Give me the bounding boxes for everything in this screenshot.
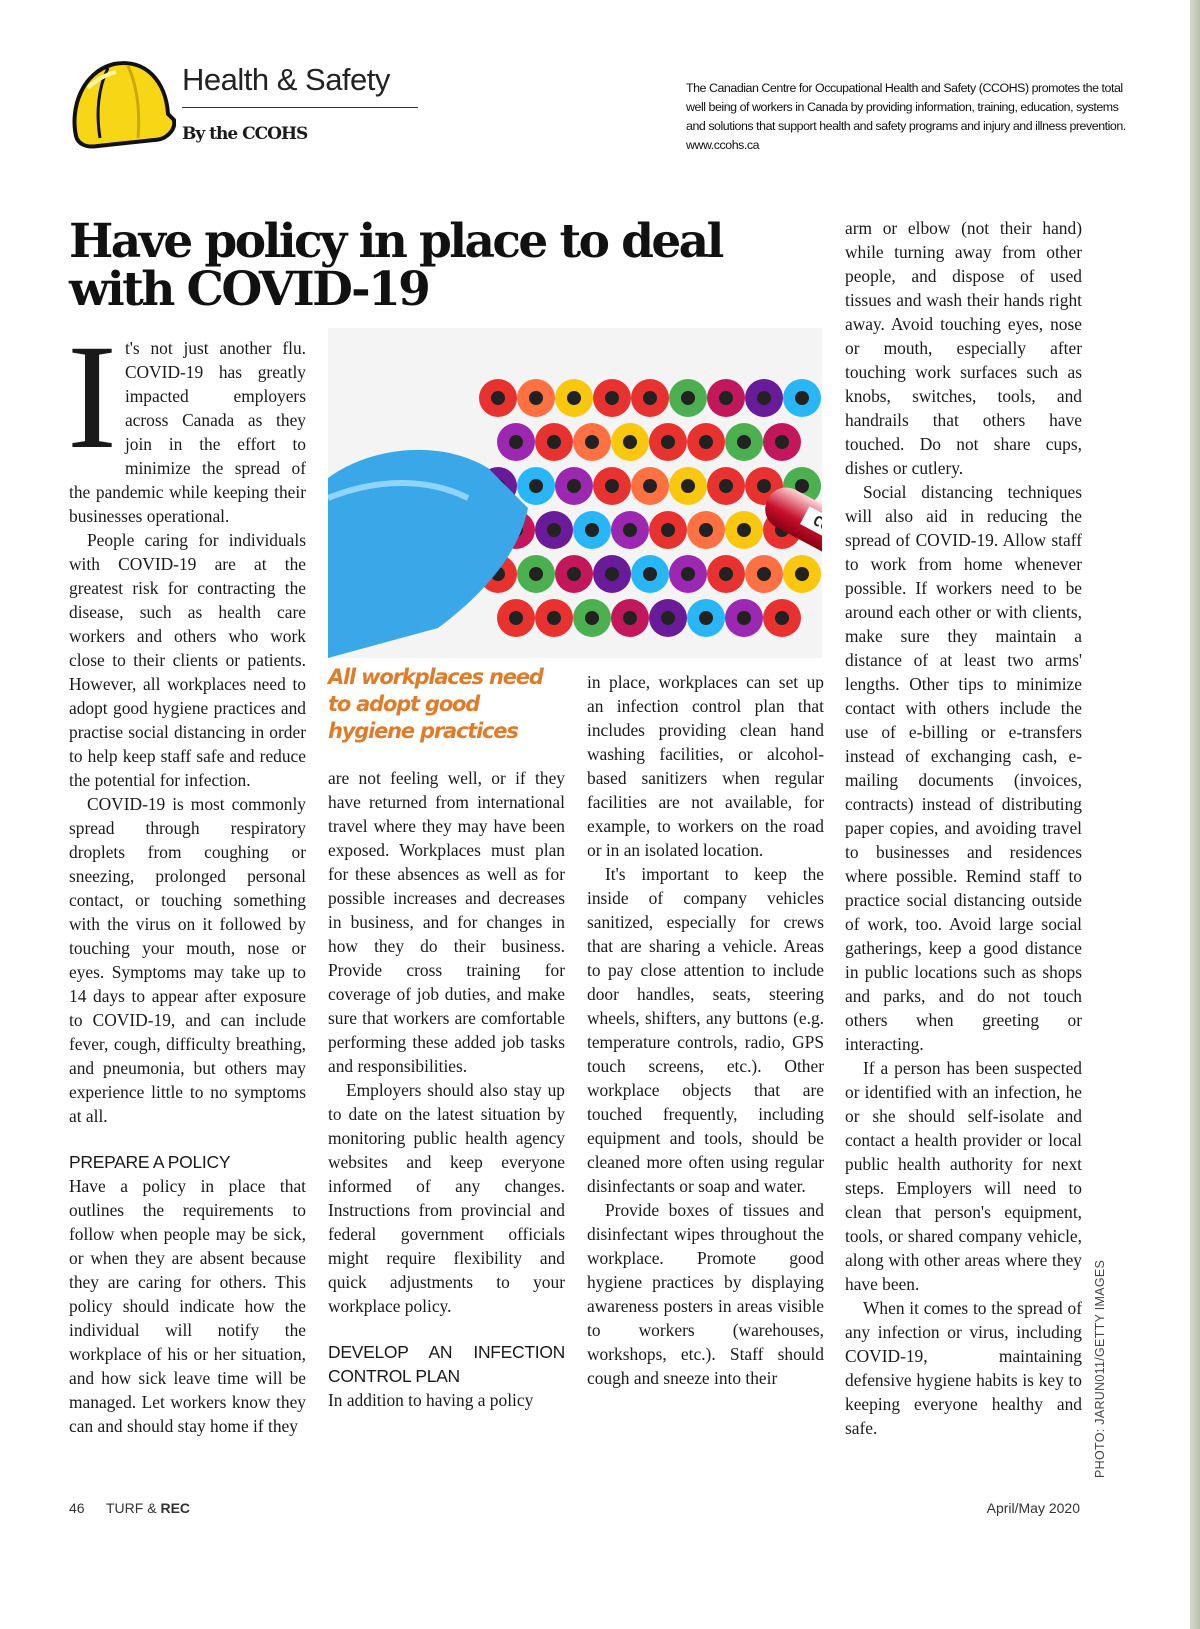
tube-cap-hole [681, 391, 695, 405]
paragraph: in place, workplaces can set up an infec… [587, 672, 824, 860]
tube-cap-hole [623, 611, 637, 625]
drop-cap: I [67, 314, 117, 480]
tube-cap-hole [795, 391, 809, 405]
tube-cap-hole [643, 479, 657, 493]
article-column-3: in place, workplaces can set up an infec… [587, 670, 824, 1390]
section-title: Health & Safety [182, 62, 390, 97]
tube-cap-hole [775, 435, 789, 449]
hard-hat-icon [72, 61, 176, 149]
tube-cap-hole [737, 523, 751, 537]
tube-cap-hole [661, 611, 675, 625]
tube-cap-hole [699, 611, 713, 625]
byline: By the CCOHS [182, 124, 308, 144]
tube-cap-hole [719, 479, 733, 493]
tube-cap-hole [567, 391, 581, 405]
magazine-name-a: TURF & [106, 1500, 161, 1516]
paragraph: Have a policy in place that outlines the… [69, 1176, 306, 1436]
subheading-infection-control: DEVELOP AN INFECTION CONTROL PLAN [328, 1342, 565, 1386]
article-column-1: I t's not just another flu. COVID-19 has… [67, 314, 306, 1438]
tube-cap-hole [547, 435, 561, 449]
tube-cap-hole [547, 523, 561, 537]
tube-cap-hole [605, 391, 619, 405]
photo-caption: All workplaces need to adopt good hygien… [328, 665, 544, 743]
tube-cap-hole [643, 391, 657, 405]
tube-cap-hole [699, 523, 713, 537]
photo-credit: PHOTO: JARUN011/GETTY IMAGES [1093, 1259, 1107, 1478]
magazine-name-b: REC [160, 1500, 191, 1516]
tube-cap-hole [795, 567, 809, 581]
paragraph: COVID-19 is most commonly spread through… [69, 794, 306, 1126]
tube-cap-hole [567, 479, 581, 493]
tube-cap-hole [737, 611, 751, 625]
tube-cap-hole [775, 611, 789, 625]
tube-cap-hole [757, 567, 771, 581]
tube-cap-hole [605, 479, 619, 493]
paragraph: arm or elbow (not their hand) while turn… [845, 218, 1082, 478]
tube-cap-hole [757, 391, 771, 405]
paragraph: People caring for individuals with COVID… [69, 530, 306, 790]
tube-cap-hole [529, 479, 543, 493]
magazine-name: TURF & REC [106, 1500, 190, 1516]
article-column-4: arm or elbow (not their hand) while turn… [845, 216, 1082, 1440]
tube-cap-hole [623, 523, 637, 537]
subheading-prepare-policy: PREPARE A POLICY [69, 1152, 231, 1172]
divider [182, 107, 418, 108]
tube-cap-hole [719, 391, 733, 405]
tube-cap-hole [605, 567, 619, 581]
tube-cap-hole [643, 567, 657, 581]
tube-cap-hole [623, 435, 637, 449]
paragraph: When it comes to the spread of any infec… [845, 1298, 1082, 1438]
paragraph: Social distancing techniques will also a… [845, 482, 1082, 1054]
headline: Have policy in place to deal with COVID-… [69, 214, 724, 317]
tube-cap-hole [699, 435, 713, 449]
tube-cap-hole [567, 567, 581, 581]
paragraph: It's important to keep the inside of com… [587, 864, 824, 1196]
paragraph: Provide boxes of tissues and disinfectan… [587, 1200, 824, 1388]
tube-cap-hole [585, 523, 599, 537]
tube-cap-hole [719, 567, 733, 581]
tube-cap-hole [757, 479, 771, 493]
about-text: The Canadian Centre for Occupational Hea… [686, 81, 1126, 133]
issue-date: April/May 2020 [986, 1500, 1080, 1516]
tube-cap-hole [585, 611, 599, 625]
tube-cap-hole [585, 435, 599, 449]
tube-cap-hole [681, 479, 695, 493]
article-column-2: are not feeling well, or if they have re… [328, 766, 565, 1412]
tube-cap-hole [529, 567, 543, 581]
page-number: 46 [69, 1500, 85, 1516]
tube-cap-hole [509, 435, 523, 449]
tube-cap-hole [491, 391, 505, 405]
tube-cap-hole [681, 567, 695, 581]
about-ccohs: The Canadian Centre for Occupational Hea… [686, 79, 1126, 155]
tube-cap-hole [737, 435, 751, 449]
tube-cap-hole [661, 523, 675, 537]
tube-cap-hole [509, 611, 523, 625]
tube-cap-hole [529, 391, 543, 405]
test-tubes-image [328, 379, 821, 658]
paragraph: In addition to having a policy [328, 1390, 534, 1410]
paragraph: are not feeling well, or if they have re… [328, 768, 565, 1076]
tube-cap-hole [661, 435, 675, 449]
adjacent-page-edge [1190, 0, 1200, 1629]
paragraph: If a person has been suspected or identi… [845, 1058, 1082, 1294]
tube-cap-hole [795, 479, 809, 493]
paragraph: Employers should also stay up to date on… [328, 1080, 565, 1316]
article-photo: COVID-19 : [328, 328, 822, 658]
website-link[interactable]: www.ccohs.ca [686, 138, 760, 152]
tube-cap-hole [547, 611, 561, 625]
paragraph: t's not just another flu. COVID-19 has g… [69, 338, 306, 526]
